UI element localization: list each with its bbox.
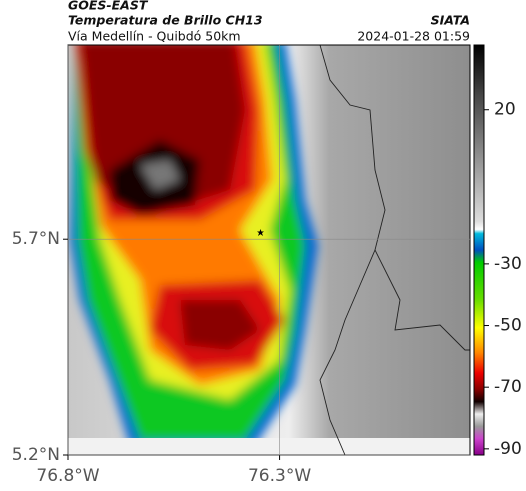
colorbar-tick-label: -70: [494, 377, 522, 397]
x-tick-label: 76.3°W: [248, 466, 311, 486]
source: SIATA: [431, 13, 470, 28]
station-marker: [257, 229, 264, 236]
y-tick-label: 5.2°N: [12, 445, 60, 465]
colorbar-tick-label: 20: [494, 100, 516, 120]
product: Temperatura de Brillo CH13: [68, 13, 263, 28]
colorbar-tick-label: -50: [494, 316, 522, 336]
satellite: GOES-EAST: [68, 0, 149, 13]
y-tick-label: 5.7°N: [12, 229, 60, 249]
location: Vía Medellín - Quibdó 50km: [68, 29, 241, 44]
datetime: 2024-01-28 01:59: [357, 29, 470, 44]
x-tick-label: 76.8°W: [36, 466, 99, 486]
colorbar: [473, 44, 485, 456]
colorbar-tick-label: -30: [494, 254, 522, 274]
satellite-image: [68, 45, 470, 455]
colorbar-tick-label: -90: [494, 439, 522, 459]
